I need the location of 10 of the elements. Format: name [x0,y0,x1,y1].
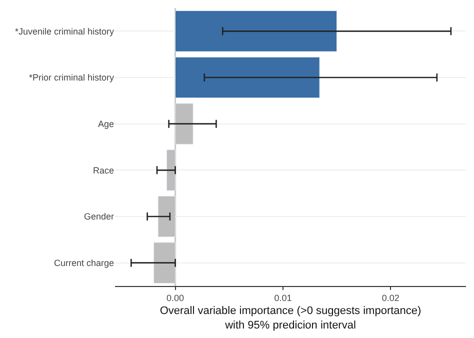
x-tick-label: 0.00 [166,292,184,303]
y-tick-label: Race [92,165,114,176]
y-tick-label: Gender [84,212,114,222]
x-tick-label: 0.01 [274,292,292,303]
y-tick-label: *Prior criminal history [28,72,114,83]
x-axis-title: Overall variable importance (>0 suggests importance) with 95% predicion interval [160,305,422,332]
y-tick-label: Current charge [54,258,114,268]
x-tick-label: 0.02 [382,292,400,303]
y-tick-label: Age [98,118,114,129]
y-tick-label: *Juvenile criminal history [14,26,114,36]
